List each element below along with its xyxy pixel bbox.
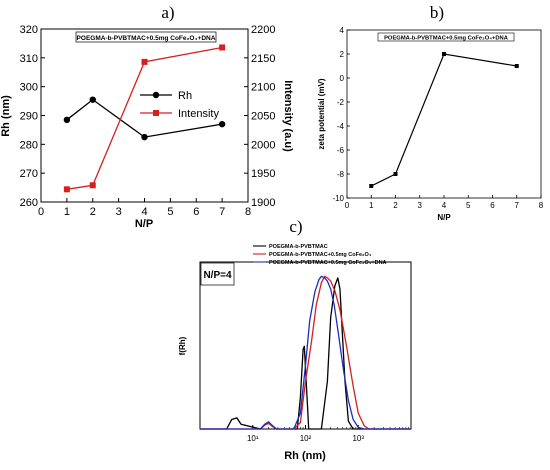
panel-b-point: [442, 52, 446, 56]
panel-b-xtick-label: 0: [345, 201, 350, 210]
panel-b-xtick-label: 6: [490, 201, 495, 210]
panel-b: b) POEGMA-b-PVBTMAC+0.5mg CoFe₂O₄+DNA 0 1…: [317, 3, 544, 222]
panel-a-xtick-label: 1: [64, 206, 70, 218]
panel-a-label: a): [161, 3, 174, 22]
panel-c-frame: [199, 261, 412, 430]
panel-a-xtick-label: 5: [167, 206, 173, 218]
legend-label-c2: POEGMA-b-PVBTMAC+0.5mg CoFe₂O₄: [269, 252, 372, 258]
panel-a-ytick-right-label: 2100: [251, 82, 275, 94]
panel-c-legend: POEGMA-b-PVBTMAC POEGMA-b-PVBTMAC+0.5mg …: [253, 244, 387, 266]
panel-b-point: [393, 172, 398, 176]
panel-a-ytick-left-label: 280: [20, 139, 38, 151]
panel-a-ylabel-right: Intensity (a.u): [282, 80, 294, 152]
panel-c-xtick-label: 10¹: [247, 434, 259, 443]
panel-c-xtick-label: 10²: [300, 434, 312, 443]
panel-b-ytick-label: -6: [337, 146, 345, 155]
panel-a-xtick-label: 6: [193, 206, 199, 218]
panel-a-point: [141, 133, 148, 141]
panel-b-xtick-label: 8: [539, 201, 544, 210]
panel-a-point: [218, 120, 226, 128]
panel-a-title-box: [75, 31, 217, 43]
panel-a-legend: Rh Intensity: [140, 90, 219, 120]
panel-c-series-line-3: [200, 275, 411, 430]
panel-a-series-line-2: [66, 46, 223, 190]
panel-b-point: [369, 184, 374, 188]
panel-a-point: [141, 58, 148, 65]
panel-a-ytick-right-label: 2000: [251, 139, 275, 151]
panel-b-ytick-label: -10: [332, 194, 344, 203]
panel-b-ytick-label: 2: [340, 50, 345, 59]
panel-b-ytick-label: 0: [340, 74, 345, 83]
panel-c-annotation: N/P=4: [203, 270, 232, 281]
legend-marker-rh: [152, 91, 160, 99]
panel-a-point: [89, 96, 96, 103]
panel-a-xtick-label: 2: [90, 206, 96, 218]
legend-label-intensity: Intensity: [178, 108, 219, 120]
panel-b-xtick-label: 7: [515, 201, 520, 210]
panel-a-ytick-left-label: 270: [20, 168, 38, 180]
panel-a-ytick-left-label: 260: [20, 197, 38, 209]
panel-a-ytick-left-label: 310: [20, 53, 38, 65]
panel-a-xtick-label: 8: [245, 206, 251, 218]
panel-a-point: [63, 116, 71, 124]
legend-label-c3: POEGMA-b-PVBTMAC+0.5mg CoFe₂O₄+DNA: [269, 260, 387, 266]
panel-c-xtick-label: 10³: [352, 434, 364, 443]
panel-b-xtick-label: 5: [466, 201, 471, 210]
panel-a-xlabel: N/P: [135, 218, 153, 230]
panel-c-series-line-2: [200, 275, 411, 430]
panel-b-ytick-label: -8: [337, 170, 345, 179]
panel-a-xtick-label: 7: [219, 206, 225, 218]
panel-b-title-box: [377, 32, 515, 42]
panel-c-ylabel: f(Rh): [178, 336, 187, 355]
panel-a-ytick-left-label: 290: [20, 111, 38, 123]
panel-a-ytick-left-label: 320: [20, 24, 38, 36]
panel-a-ylabel-left: Rh (nm): [0, 95, 12, 137]
panel-b-xtick-label: 4: [442, 201, 447, 210]
panel-b-xtick-label: 2: [393, 201, 398, 210]
legend-label-c1: POEGMA-b-PVBTMAC: [269, 244, 328, 250]
panel-a-xtick-label: 3: [116, 206, 122, 218]
panel-a-ytick-right-label: 1950: [251, 168, 275, 180]
legend-marker-intensity: [153, 110, 159, 116]
panel-b-ytick-label: -2: [337, 98, 345, 107]
legend-label-rh: Rh: [178, 90, 192, 102]
panel-a-xtick-label: 0: [38, 206, 44, 218]
panel-a-ytick-right-label: 2200: [251, 24, 275, 36]
panel-b-ylabel: zeta potential (mV): [317, 78, 326, 149]
panel-a-ytick-right-label: 2050: [251, 111, 275, 123]
panel-a-point: [63, 186, 70, 193]
panel-a-point: [219, 44, 226, 51]
panel-a-ytick-right-label: 1900: [251, 197, 275, 209]
panel-a-series-line-1: [66, 98, 223, 138]
panel-b-point: [514, 64, 519, 68]
panel-b-xtick-label: 1: [369, 201, 374, 210]
panel-c-label: c): [289, 217, 302, 236]
panel-b-ytick-label: 4: [340, 26, 345, 35]
panel-a-point: [89, 182, 96, 189]
panel-a-ytick-left-label: 300: [20, 82, 38, 94]
panel-b-series-line: [370, 53, 517, 187]
panel-b-label: b): [430, 3, 444, 22]
panel-a-ytick-right-label: 2150: [251, 53, 275, 65]
panel-b-xtick-label: 3: [418, 201, 423, 210]
panel-b-ytick-label: -4: [337, 122, 345, 131]
panel-a: a) POEGMA-b-PVBTMAC+0.5mg CoFe₂O₄+DNA 0 1…: [0, 3, 294, 230]
panel-a-xtick-label: 4: [141, 206, 147, 218]
panel-c-annotation-box: [200, 262, 235, 286]
panel-b-xlabel: N/P: [437, 213, 451, 222]
panel-c: c) N/P=4 POEGMA-b-PVBTMAC POEGMA-b-PVBTM…: [178, 217, 412, 462]
panel-c-series-line-1: [200, 277, 411, 430]
panel-c-xlabel: Rh (nm): [284, 450, 326, 462]
panel-b-title: POEGMA-b-PVBTMAC+0.5mg CoFe₂O₄+DNA: [384, 36, 509, 42]
panel-a-title: POEGMA-b-PVBTMAC+0.5mg CoFe₂O₄+DNA: [77, 35, 216, 42]
